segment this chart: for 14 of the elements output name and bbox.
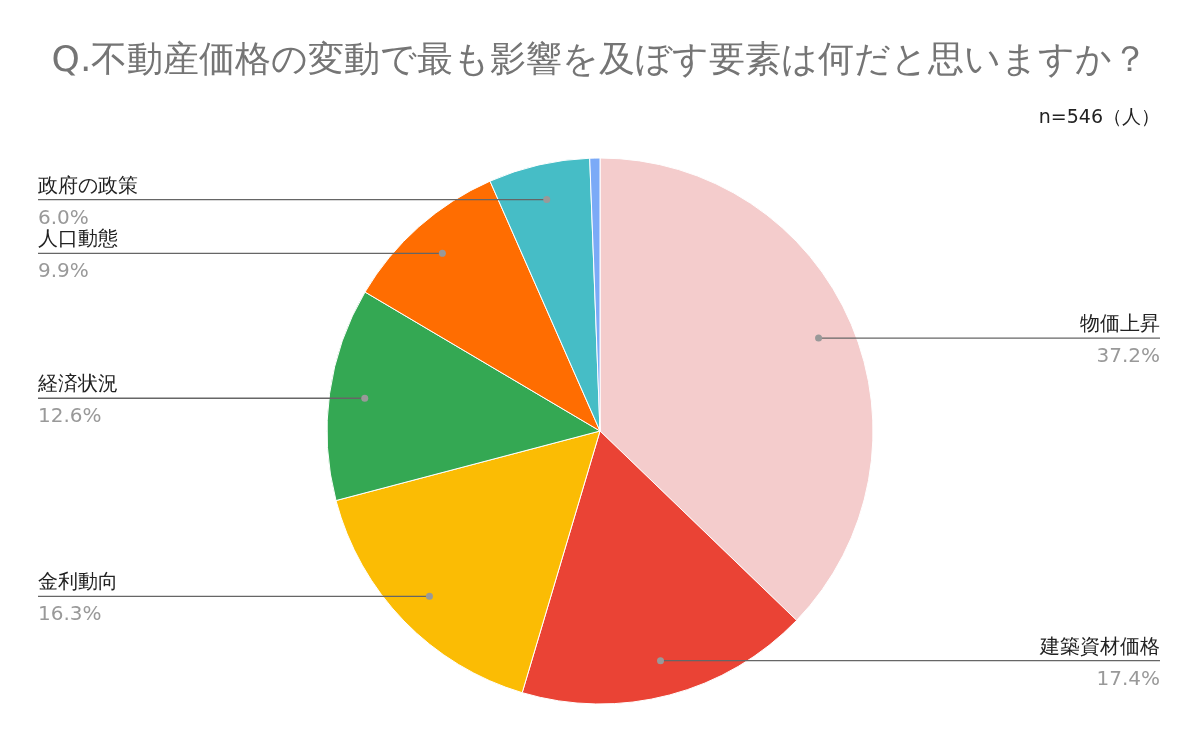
slice-label: 金利動向 (38, 569, 118, 594)
data-label: 9.9% (38, 258, 89, 283)
slice-label: 政府の政策 (38, 172, 138, 197)
data-label: 37.2% (1096, 343, 1160, 368)
chart-title: Q.不動産価格の変動で最も影響を及ぼす要素は何だと思いますか？ (50, 37, 1150, 81)
slice-label: 建築資材価格 (1039, 633, 1160, 658)
data-label: 17.4% (1096, 665, 1160, 690)
data-label: 16.3% (38, 601, 102, 626)
text: n=546（人） (1038, 104, 1160, 129)
slice-label: 経済状況 (37, 371, 118, 396)
slice-label: 人口動態 (38, 226, 118, 251)
data-label: 6.0% (38, 204, 89, 229)
data-label: 12.6% (38, 403, 102, 428)
slice-label: 物価上昇 (1080, 311, 1160, 336)
